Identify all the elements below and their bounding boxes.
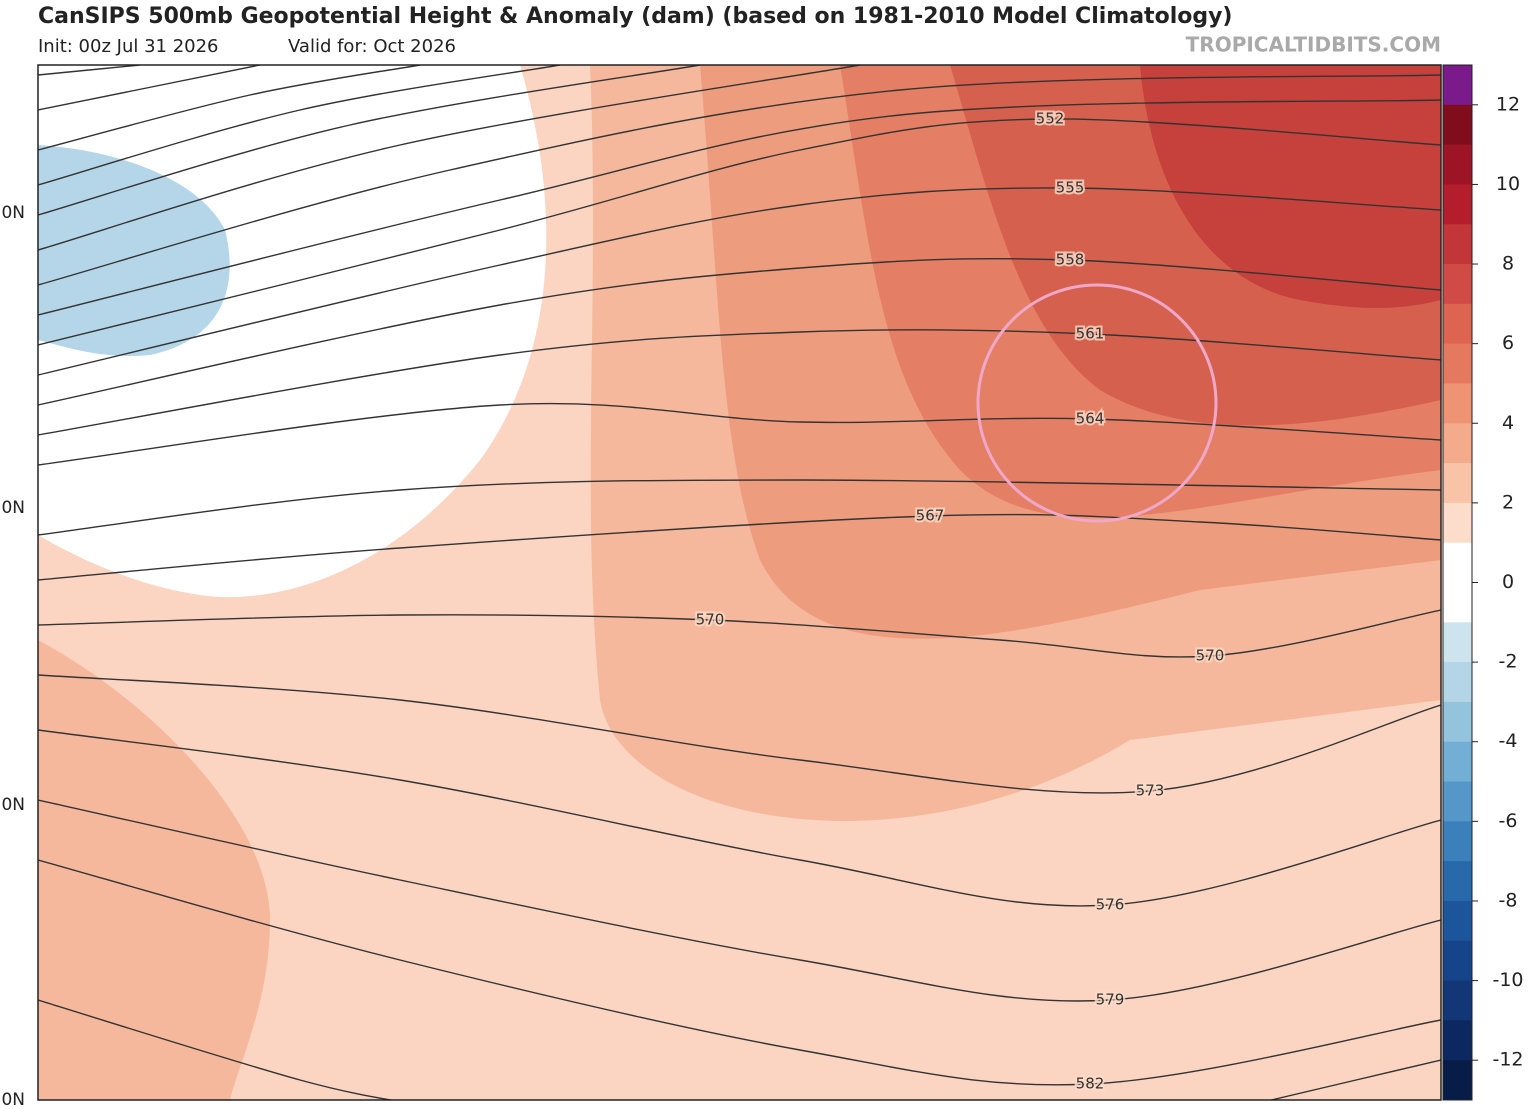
colorbar-band — [1443, 1020, 1472, 1061]
contour-label: 576 — [1096, 896, 1125, 914]
contour-label: 567 — [916, 507, 945, 525]
colorbar-band — [1443, 940, 1472, 982]
contour-line — [38, 65, 701, 216]
map-frame — [37, 64, 1442, 1101]
colorbar-band — [1443, 264, 1472, 305]
contour-line — [38, 187, 1441, 376]
colorbar-band — [1443, 383, 1472, 424]
colorbar-band — [1443, 1060, 1472, 1101]
contour-label: 561 — [1076, 325, 1105, 343]
colorbar-band — [1443, 65, 1472, 106]
colorbar-band — [1443, 423, 1472, 464]
colorbar-tick-label: 10 — [1496, 173, 1520, 195]
init-time: Init: 00z Jul 31 2026 — [38, 36, 219, 57]
colorbar-tick-label: 0 — [1502, 571, 1514, 593]
contour-label: 552 — [1036, 110, 1065, 128]
contour-label: 582 — [1076, 1075, 1105, 1093]
contour-line — [1268, 1059, 1441, 1100]
colorbar-tick-label: 2 — [1502, 491, 1514, 513]
colorbar-band — [1443, 861, 1472, 902]
latitude-label: 0N — [1, 795, 25, 815]
latitude-label: 0N — [1, 203, 25, 223]
contour-label: 570 — [1196, 647, 1225, 665]
colorbar-band — [1443, 741, 1472, 783]
contour-line — [38, 257, 1441, 406]
contours — [38, 65, 1441, 1100]
contour-line — [38, 513, 1441, 581]
colorbar-band — [1443, 622, 1472, 663]
colorbar-tick-label: -8 — [1499, 889, 1518, 911]
colorbar-band — [1443, 582, 1472, 623]
contour-line — [38, 402, 1441, 466]
contour-label: 558 — [1056, 251, 1085, 269]
colorbar-tick-label: -2 — [1499, 651, 1518, 673]
source: TROPICALTIDBITS.COM — [1186, 33, 1441, 57]
colorbar-tick-label: 6 — [1502, 332, 1514, 354]
colorbar-band — [1443, 224, 1472, 265]
colorbar-tick-label: -6 — [1499, 810, 1518, 832]
latitude-label: 0N — [1, 498, 25, 518]
latitude-label: 0N — [1, 1090, 25, 1105]
colorbar-band — [1443, 463, 1472, 504]
contour-label: 564 — [1076, 410, 1105, 428]
colorbar-band — [1443, 980, 1472, 1021]
colorbar-band — [1443, 144, 1472, 185]
colorbar-tick-label: 4 — [1502, 412, 1514, 434]
contour-line — [38, 799, 1441, 1002]
colorbar-band — [1443, 343, 1472, 384]
highlight-circle — [976, 283, 1218, 523]
shade — [38, 640, 270, 1100]
colorbar-tick-label: 8 — [1502, 253, 1514, 275]
colorbar-band — [1443, 184, 1472, 225]
colorbar-band — [1443, 701, 1472, 743]
contour-label: 579 — [1096, 991, 1125, 1009]
colorbar-band — [1443, 900, 1472, 942]
contour-line — [38, 118, 1441, 346]
colorbar-band — [1443, 104, 1472, 146]
contour-line — [38, 859, 1441, 1086]
contour-line — [38, 65, 421, 151]
valid-time: Valid for: Oct 2026 — [288, 36, 456, 57]
colorbar-band — [1443, 303, 1472, 345]
colorbar-band — [1443, 781, 1472, 822]
contour-label: 570 — [696, 611, 725, 629]
contour-line — [38, 674, 1441, 794]
map-area — [38, 65, 1441, 1100]
colorbar-tick-label: -12 — [1492, 1049, 1523, 1071]
contour-line — [38, 329, 1441, 436]
contour-line — [38, 74, 1441, 286]
contour-line — [38, 479, 1441, 536]
contour-line — [38, 99, 1441, 316]
colorbar-band — [1443, 821, 1472, 862]
colorbar-band — [1443, 502, 1472, 544]
contour-label: 573 — [1136, 782, 1165, 800]
colorbar-band — [1443, 662, 1472, 703]
colorbar-tick-label: -4 — [1499, 730, 1518, 752]
colorbar-tick-label: 12 — [1496, 93, 1520, 115]
title: CanSIPS 500mb Geopotential Height & Anom… — [38, 4, 1233, 29]
contour-line — [38, 729, 1441, 907]
contour-label: 555 — [1056, 179, 1085, 197]
contour-line — [38, 65, 261, 111]
contour-line — [38, 65, 861, 251]
contour-line — [38, 609, 1441, 658]
colorbar-band — [1443, 542, 1472, 583]
colorbar-tick-label: -10 — [1492, 969, 1523, 991]
shade — [1140, 65, 1441, 308]
contour-line — [38, 65, 561, 186]
